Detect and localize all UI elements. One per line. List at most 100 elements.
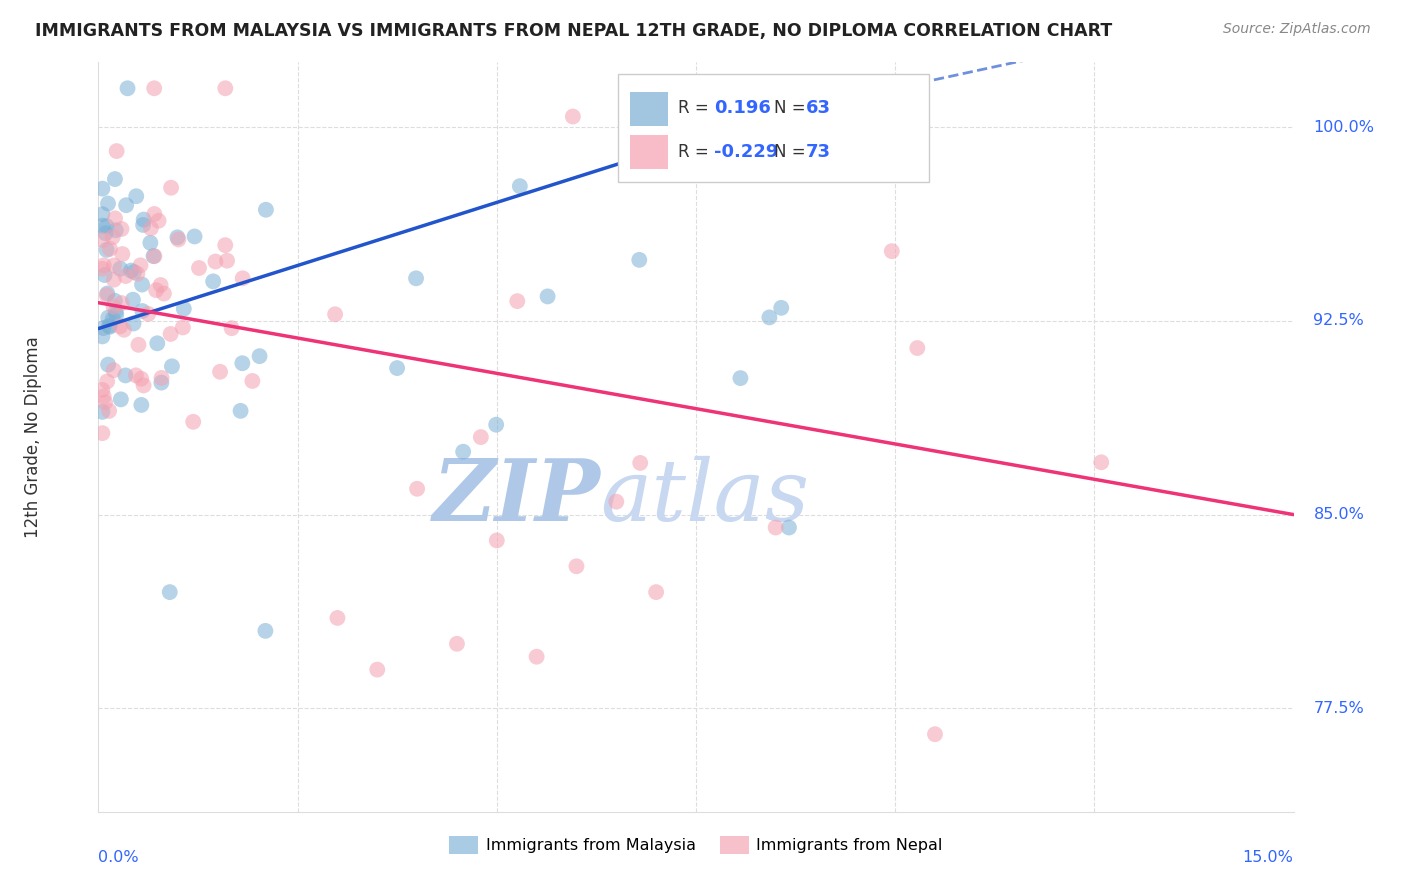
Point — [924, 727, 946, 741]
Point — [183, 229, 205, 244]
Point — [905, 341, 928, 355]
Point — [96, 219, 118, 234]
Point — [127, 338, 149, 352]
Point — [94, 227, 117, 241]
Point — [101, 230, 124, 244]
Point — [136, 307, 159, 321]
Point — [131, 277, 153, 292]
Point — [142, 249, 165, 263]
Point — [326, 611, 349, 625]
Point — [91, 219, 114, 233]
Point — [96, 286, 118, 301]
Point — [485, 417, 508, 432]
Point — [91, 383, 114, 397]
Point — [97, 196, 120, 211]
Point — [114, 268, 136, 283]
Point — [127, 267, 149, 281]
Point — [149, 278, 172, 293]
Point — [366, 663, 388, 677]
Point — [526, 649, 548, 664]
Point — [103, 273, 125, 287]
Point — [605, 494, 627, 508]
Point — [254, 202, 277, 217]
Text: 0.0%: 0.0% — [98, 850, 139, 865]
Point — [91, 405, 114, 419]
Point — [114, 368, 136, 383]
Point — [132, 378, 155, 392]
Point — [880, 244, 903, 259]
Point — [172, 320, 194, 334]
Text: 85.0%: 85.0% — [1313, 507, 1364, 522]
Point — [143, 207, 166, 221]
Text: 12th Grade, No Diploma: 12th Grade, No Diploma — [24, 336, 42, 538]
Text: ZIP: ZIP — [433, 455, 600, 539]
Point — [139, 235, 162, 250]
Point — [117, 81, 139, 95]
Point — [110, 261, 132, 276]
Legend: Immigrants from Malaysia, Immigrants from Nepal: Immigrants from Malaysia, Immigrants fro… — [443, 830, 949, 860]
Point — [104, 223, 127, 237]
FancyBboxPatch shape — [630, 135, 668, 169]
Point — [96, 243, 118, 257]
Point — [120, 263, 142, 277]
Point — [111, 247, 134, 261]
Point — [145, 283, 167, 297]
Point — [645, 585, 668, 599]
Point — [221, 321, 243, 335]
Point — [385, 361, 408, 376]
Point — [159, 585, 181, 599]
Text: N =: N = — [773, 99, 806, 117]
Point — [129, 372, 152, 386]
Text: 92.5%: 92.5% — [1313, 313, 1364, 328]
Text: 63: 63 — [806, 99, 831, 117]
Point — [115, 198, 138, 212]
Point — [104, 293, 127, 308]
Point — [506, 294, 529, 309]
Point — [111, 296, 134, 310]
Point — [758, 310, 780, 325]
Point — [150, 371, 173, 385]
Point — [143, 249, 166, 263]
Point — [98, 404, 121, 418]
Point — [217, 253, 239, 268]
Point — [104, 304, 127, 318]
Point — [485, 533, 508, 548]
Point — [181, 415, 204, 429]
Point — [98, 242, 121, 256]
Point — [91, 181, 114, 195]
Point — [770, 301, 793, 315]
Point — [509, 179, 531, 194]
Point — [110, 392, 132, 407]
Point — [122, 293, 145, 307]
Text: R =: R = — [678, 143, 709, 161]
Point — [451, 444, 474, 458]
Point — [565, 559, 588, 574]
Text: IMMIGRANTS FROM MALAYSIA VS IMMIGRANTS FROM NEPAL 12TH GRADE, NO DIPLOMA CORRELA: IMMIGRANTS FROM MALAYSIA VS IMMIGRANTS F… — [35, 22, 1112, 40]
Point — [98, 319, 121, 334]
Point — [214, 238, 236, 252]
Point — [91, 207, 114, 221]
Point — [91, 426, 114, 441]
Point — [229, 404, 252, 418]
Point — [94, 395, 117, 409]
Point — [131, 398, 153, 412]
Point — [96, 288, 118, 302]
Point — [254, 624, 277, 638]
Point — [122, 265, 145, 279]
Text: N =: N = — [773, 143, 806, 161]
Point — [730, 371, 752, 385]
Point — [146, 336, 169, 351]
Point — [778, 520, 800, 534]
Point — [323, 307, 346, 321]
Point — [1090, 455, 1112, 469]
Point — [153, 286, 176, 301]
Point — [628, 456, 651, 470]
Point — [405, 271, 427, 285]
Point — [125, 368, 148, 383]
Point — [97, 358, 120, 372]
Text: 77.5%: 77.5% — [1313, 701, 1364, 716]
Point — [148, 213, 170, 227]
Point — [446, 637, 468, 651]
Point — [166, 230, 188, 244]
Point — [139, 221, 162, 235]
